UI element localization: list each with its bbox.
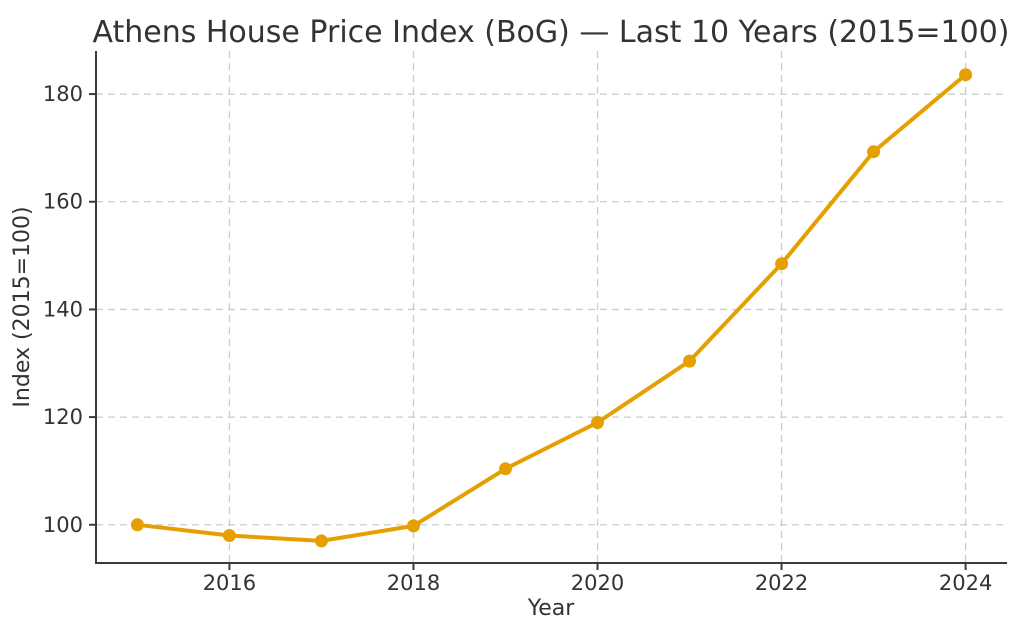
- grid-layer: [96, 51, 1007, 563]
- x-tick-label: 2022: [755, 571, 808, 595]
- data-point-marker: [314, 534, 328, 548]
- data-point-marker: [591, 416, 604, 429]
- price-index-line: [135, 72, 968, 543]
- data-point-marker: [683, 354, 696, 368]
- data-point-marker: [499, 462, 512, 476]
- data-point-marker: [867, 145, 881, 159]
- x-axis-label: Year: [527, 596, 576, 621]
- y-tick-label: 160: [43, 190, 83, 214]
- data-point-marker: [775, 257, 789, 271]
- data-point-marker: [222, 529, 236, 542]
- y-axis-label: Index (2015=100): [10, 206, 35, 407]
- data-series-layer: [130, 68, 973, 548]
- data-point-marker: [130, 518, 144, 532]
- data-point-marker: [407, 519, 420, 533]
- y-tick-label: 120: [43, 405, 83, 429]
- x-tick-label: 2016: [203, 571, 256, 595]
- chart-title: Athens House Price Index (BoG) — Last 10…: [92, 15, 1009, 50]
- axes-layer: 2016 2018 2020 2022 2024 100 120 140 160 180: [43, 51, 1007, 595]
- y-tick-label: 140: [43, 297, 83, 321]
- x-tick-label: 2018: [387, 571, 440, 595]
- y-tick-label: 180: [43, 82, 83, 106]
- y-tick-label: 100: [43, 513, 83, 537]
- x-tick-label: 2020: [571, 571, 624, 595]
- x-tick-label: 2024: [939, 571, 992, 595]
- data-point-marker: [959, 68, 973, 82]
